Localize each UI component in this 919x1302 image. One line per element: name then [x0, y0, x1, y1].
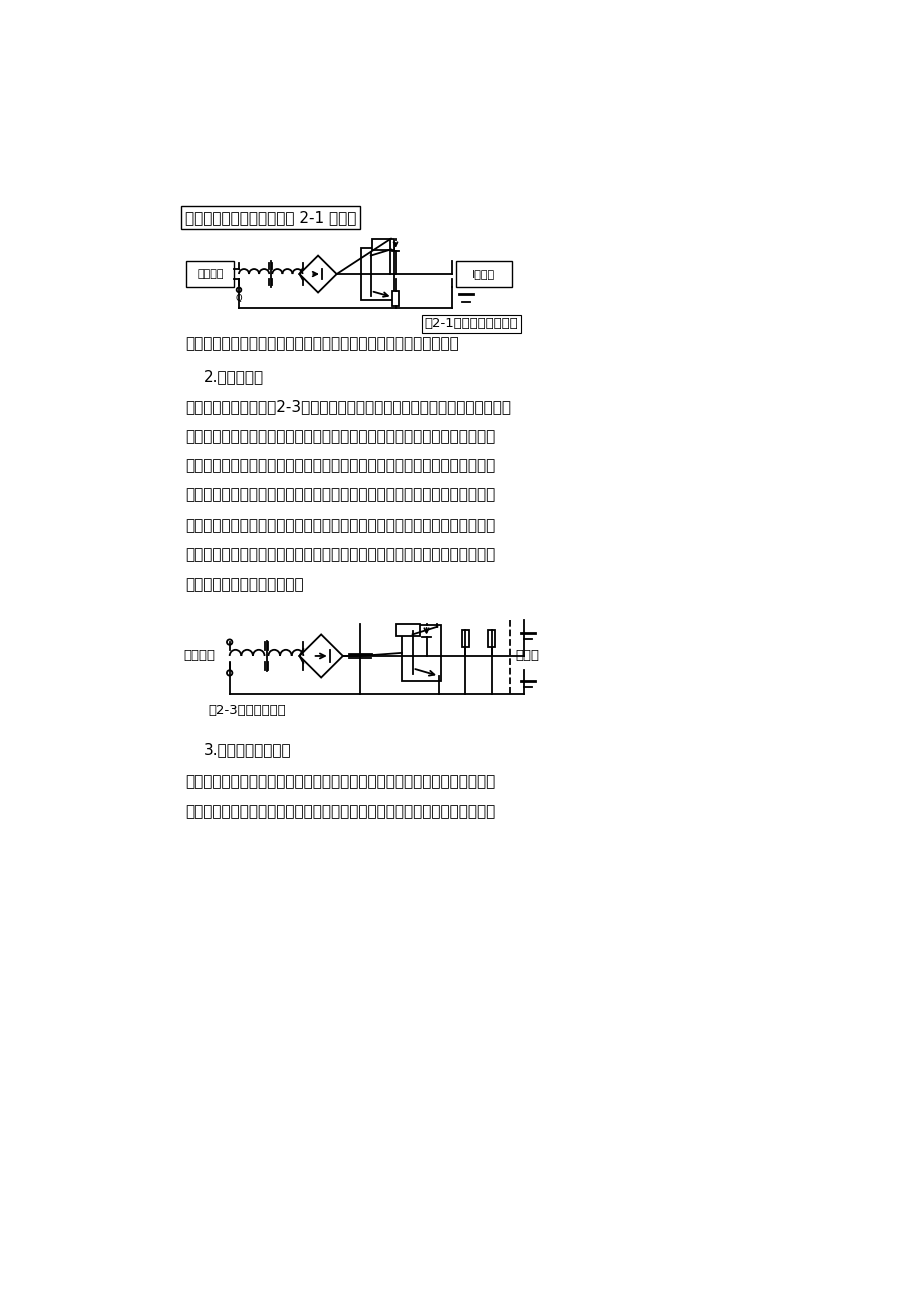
- Text: 率，可方便地根据充电时间来决定充电是否终止，也可改变电池的数: 率，可方便地根据充电时间来决定充电是否终止，也可改变电池的数: [185, 336, 458, 352]
- Bar: [461, 630, 469, 647]
- Text: 另外，这种充电方式的充电末期电压在达到峰值后会下降。电池的充电电: 另外，这种充电方式的充电末期电压在达到峰值后会下降。电池的充电电: [185, 518, 494, 533]
- Text: 交流输入: 交流输入: [197, 270, 223, 279]
- Bar: [361, 247, 393, 301]
- Text: 在分阶段充电方式中，在电池充电的初始阶段充电电流较大。当电池电压: 在分阶段充电方式中，在电池充电的初始阶段充电电流较大。当电池电压: [185, 775, 494, 789]
- Text: 变化，因此充电电流的最大值应设置在充电电压最高时，以免时电池过充电。: 变化，因此充电电流的最大值应设置在充电电压最高时，以免时电池过充电。: [185, 487, 494, 503]
- Text: 进行充电。当对电池进行这一充电时，电池两端的电压决定了充电电流。这种: 进行充电。当对电池进行这一充电时，电池两端的电压决定了充电电流。这种: [185, 428, 494, 444]
- Text: 流将变大，会导致电池温度升高。随着电池温度升高，电压下降，将造成电池: 流将变大，会导致电池温度升高。随着电池温度升高，电压下降，将造成电池: [185, 547, 494, 562]
- Text: 图2-1恒流电源充电电路: 图2-1恒流电源充电电路: [425, 318, 517, 331]
- Text: 目。恒流电源充电电路如图 2-1 所示。: 目。恒流电源充电电路如图 2-1 所示。: [185, 210, 356, 225]
- Bar: [186, 260, 234, 288]
- Bar: [456, 260, 511, 288]
- Text: 充电方式的充电初期电流较大，末期电流较小。充电电流会随着电压的波动而: 充电方式的充电初期电流较大，末期电流较小。充电电流会随着电压的波动而: [185, 458, 494, 473]
- Bar: [395, 624, 420, 635]
- Text: 2.　恒压充电: 2. 恒压充电: [204, 368, 264, 384]
- Bar: [402, 625, 440, 681]
- Text: 恒压充电电路如图2-3所示。恒压充电是指每只单体电池均以某一恒定电压: 恒压充电电路如图2-3所示。恒压充电是指每只单体电池均以某一恒定电压: [185, 400, 510, 414]
- Text: I电池组: I电池组: [471, 270, 495, 279]
- Text: 电池组: 电池组: [515, 650, 539, 663]
- Bar: [488, 630, 494, 647]
- Text: 3.　分阶段充电方式: 3. 分阶段充电方式: [204, 742, 291, 758]
- Text: 达到控制点时，电池转为以涸流方式充电。分阶段充电方式是电池最理想的充: 达到控制点时，电池转为以涸流方式充电。分阶段充电方式是电池最理想的充: [185, 803, 494, 819]
- Text: 图2-3恒压充电电路: 图2-3恒压充电电路: [208, 703, 286, 716]
- Text: 交流输入: 交流输入: [183, 650, 215, 663]
- Text: 的热失控，损害电池的性能。: 的热失控，损害电池的性能。: [185, 577, 303, 591]
- Bar: [372, 238, 393, 250]
- Text: Q: Q: [235, 294, 242, 303]
- Bar: [391, 290, 399, 306]
